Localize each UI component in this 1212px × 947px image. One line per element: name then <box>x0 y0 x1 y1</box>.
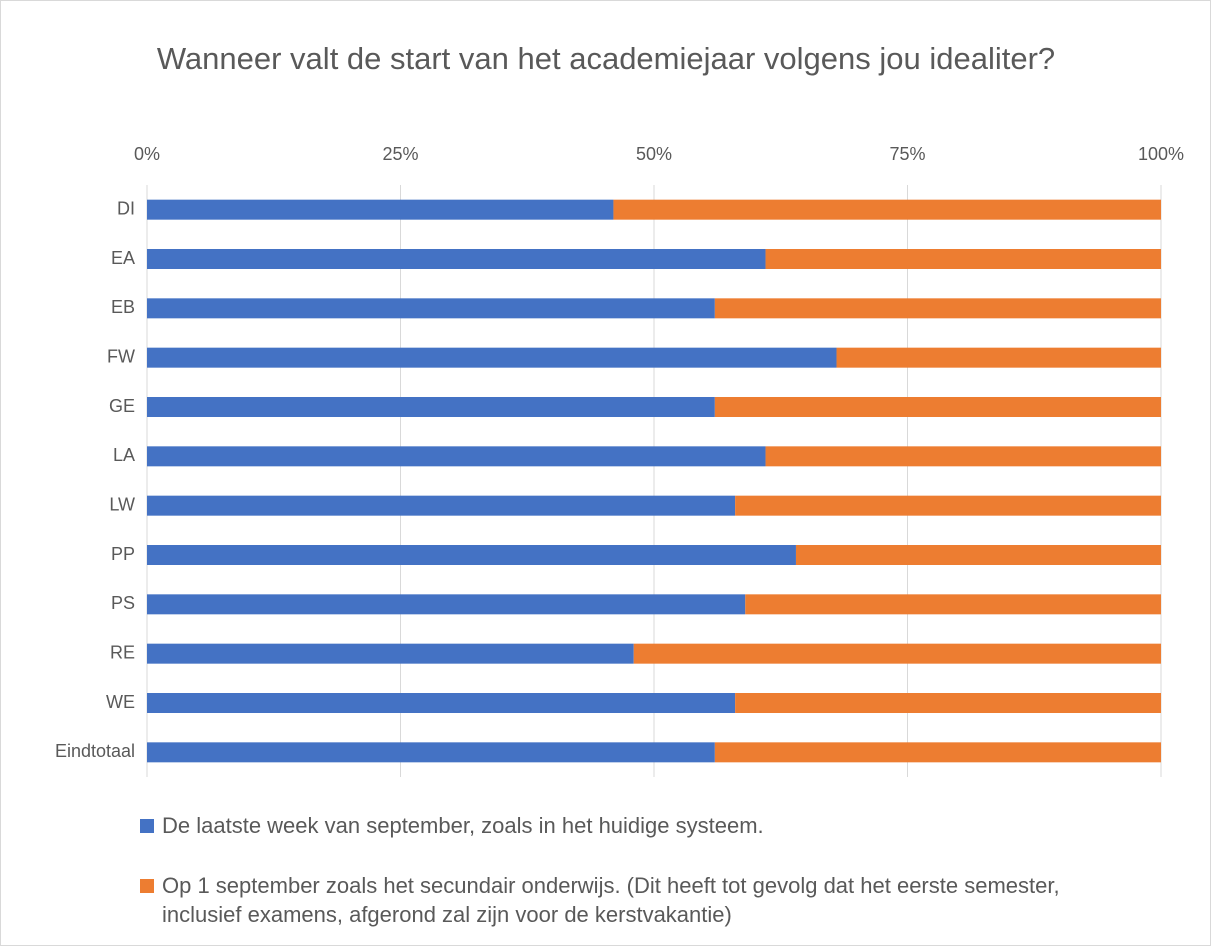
y-tick-label: EA <box>111 248 135 268</box>
bar-segment <box>147 495 736 516</box>
bar-segment <box>147 594 746 615</box>
legend-label: Op 1 september zoals het secundair onder… <box>162 873 1060 927</box>
y-tick-label: FW <box>107 346 135 366</box>
y-tick-label: Eindtotaal <box>55 741 135 761</box>
bar-segment <box>147 199 614 220</box>
bar-segment <box>735 693 1161 713</box>
y-tick-label: LW <box>109 494 135 514</box>
y-tick-label: RE <box>110 642 135 662</box>
legend-entry: Op 1 september zoals het secundair onder… <box>140 871 1100 929</box>
x-tick-label: 50% <box>636 144 672 164</box>
x-tick-label: 75% <box>889 144 925 164</box>
bar-segment <box>714 298 1161 319</box>
y-tick-label: WE <box>106 692 135 712</box>
bar-segment <box>147 298 715 319</box>
bar-segment <box>714 742 1161 763</box>
bar-segment <box>836 347 1161 368</box>
bar-segment <box>147 693 736 713</box>
bar-segment <box>147 742 715 763</box>
bar-segment <box>745 594 1161 615</box>
y-tick-label: PP <box>111 544 135 564</box>
x-tick-label: 0% <box>134 144 160 164</box>
legend-swatch <box>140 879 154 893</box>
bar-segment <box>633 643 1161 664</box>
x-tick-label: 25% <box>382 144 418 164</box>
x-tick-label: 100% <box>1138 144 1184 164</box>
bar-segment <box>714 397 1161 417</box>
bar-segment <box>613 199 1161 220</box>
y-tick-label: DI <box>117 198 135 218</box>
bar-segment <box>147 347 837 368</box>
y-tick-label: LA <box>113 445 135 465</box>
y-tick-label: EB <box>111 297 135 317</box>
bar-segment <box>765 249 1161 269</box>
bar-segment <box>765 446 1161 467</box>
bar-segment <box>795 545 1161 565</box>
y-tick-label: PS <box>111 593 135 613</box>
legend-entry: De laatste week van september, zoals in … <box>140 811 1100 840</box>
bar-segment <box>735 495 1161 516</box>
legend-label: De laatste week van september, zoals in … <box>162 813 764 838</box>
bar-segment <box>147 249 766 269</box>
bar-segment <box>147 397 715 417</box>
bar-segment <box>147 545 796 565</box>
bar-segment <box>147 446 766 467</box>
bar-segment <box>147 643 634 664</box>
chart-title: Wanneer valt de start van het academieja… <box>156 41 1056 76</box>
legend-swatch <box>140 819 154 833</box>
y-tick-label: GE <box>109 396 135 416</box>
